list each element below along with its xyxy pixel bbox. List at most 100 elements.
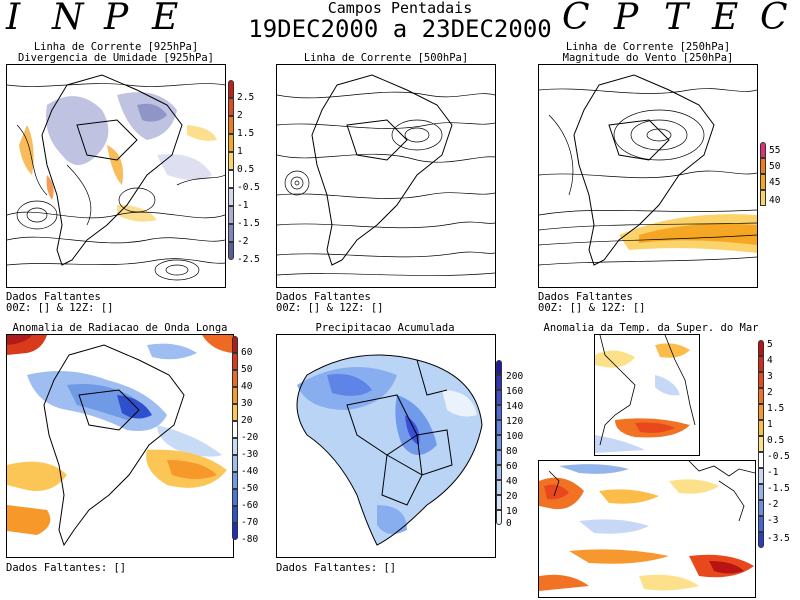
precip-cbar-label: 10 [506,506,518,517]
sst-cbar-label: 2 [767,387,773,398]
header-letter-n: N [52,0,84,38]
p250-cbar-seg-3 [760,190,766,206]
page-title: Campos Pentadais [327,0,473,17]
sst-cbar-seg-5 [758,420,764,436]
olr-cbar-label: 40 [241,381,253,392]
header-letter-p2: P [614,0,639,38]
precip-cbar-label: 120 [506,416,524,427]
precipitation-shading [297,355,482,545]
p500-note-line2: 00Z: [] & 12Z: [] [276,302,384,314]
sst-cbar-label: -3 [767,515,779,526]
olr-cbar-label: -30 [241,449,259,460]
p925-cbar-seg-8 [228,224,234,242]
precip-note: Dados Faltantes: [] [276,562,397,574]
header-letter-p: P [104,0,129,38]
p925-cbar-label: -0.5 [237,182,260,193]
south-america-outline [43,344,185,547]
olr-cbar-seg-2 [232,370,238,387]
sst-cbar-seg-8 [758,468,764,484]
olr-cbar-label: -50 [241,483,259,494]
olr-cbar-seg-9 [232,489,238,506]
precip-cbar-seg-8 [496,480,502,495]
precip-cbar-label: 80 [506,446,518,457]
olr-cbar-label: 60 [241,347,253,358]
sst-cbar-seg-7 [758,452,764,468]
olr-cbar-label: 30 [241,398,253,409]
precip-cbar-seg-0 [496,360,502,375]
olr-cbar-seg-4 [232,404,238,421]
header-letter-t: T [664,0,689,38]
p250-cbar-seg-2 [760,174,766,190]
sst-title: Anomalia da Temp. da Super. do Mar [543,322,759,334]
sst-cbar-seg-6 [758,436,764,452]
p925-note-line2: 00Z: [] & 12Z: [] [6,302,114,314]
p500-note-line1: Dados Faltantes [276,291,371,303]
olr-cbar-seg-1 [232,353,238,370]
olr-cbar-label: -60 [241,500,259,511]
precip-title: Precipitacao Acumulada [315,322,455,334]
olr-cbar-seg-8 [232,472,238,489]
sst-anomaly-shading [595,343,690,453]
header-letter-c2: C [760,0,788,38]
p250-cbar-label: 55 [769,145,781,156]
precip-cbar-seg-10 [496,510,502,525]
olr-cbar-label: 50 [241,364,253,375]
precip-cbar-label: 0 [506,518,512,529]
p500-title: Linha de Corrente [500hPa] [303,52,469,64]
precip-cbar-seg-5 [496,435,502,450]
sst-cbar-label: -1 [767,467,779,478]
olr-cbar-seg-7 [232,455,238,472]
header-letter-e: E [152,0,179,38]
olr-cbar-seg-0 [232,336,238,353]
sst-cbar-seg-10 [758,500,764,516]
olr-title: Anomalia de Radiacao de Onda Longa [12,322,228,334]
p925-note-line1: Dados Faltantes [6,291,101,303]
p925-cbar-seg-2 [228,116,234,134]
precip-cbar-seg-6 [496,450,502,465]
precip-cbar-seg-2 [496,390,502,405]
sst-cbar-seg-1 [758,356,764,372]
olr-cbar-seg-11 [232,523,238,540]
sst-cbar-label: -0.5 [767,451,790,462]
p925-cbar-seg-4 [228,152,234,170]
olr-cbar-seg-5 [232,421,238,438]
pacific-coastline [548,461,755,522]
sst-cbar-seg-11 [758,516,764,532]
p925-cbar-seg-9 [228,242,234,260]
p925-title-line1: Linha de Corrente [925hPa] [33,41,199,53]
precip-cbar-label: 100 [506,431,524,442]
brazil-outline [296,354,483,546]
date-range: 19DEC2000 a 23DEC2000 [248,15,552,43]
p250-cbar-seg-1 [760,158,766,174]
sst-cbar-seg-9 [758,484,764,500]
precip-cbar-label: 60 [506,461,518,472]
p925-cbar-seg-1 [228,98,234,116]
precip-cbar-label: 20 [506,491,518,502]
streamlines [539,88,757,266]
sst-cbar-label: 1.5 [767,403,785,414]
precip-cbar-seg-1 [496,375,502,390]
map-250hpa [538,64,758,288]
map-precipitation [276,334,496,558]
p925-cbar-label: 2 [237,110,243,121]
streamlines [277,91,495,276]
jet-stream-shading [619,214,757,253]
sst-cbar-label: -1.5 [767,483,790,494]
precip-cbar-label: 40 [506,476,518,487]
p925-cbar-label: 1.5 [237,128,255,139]
south-america-outline [41,74,183,266]
p250-cbar-label: 50 [769,161,781,172]
olr-cbar-label: -20 [241,432,259,443]
map-925hpa [6,64,226,288]
precip-cbar-seg-7 [496,465,502,480]
sst-cbar-label: 0.5 [767,435,785,446]
sst-anomaly-shading [539,464,754,591]
sst-cbar-label: -3.5 [767,533,790,544]
olr-cbar-label: -70 [241,517,259,528]
olr-cbar-label: 20 [241,415,253,426]
precip-cbar-label: 200 [506,371,524,382]
streamlines [7,83,225,281]
header-letter-c1: C [562,0,590,38]
p925-cbar-seg-3 [228,134,234,152]
